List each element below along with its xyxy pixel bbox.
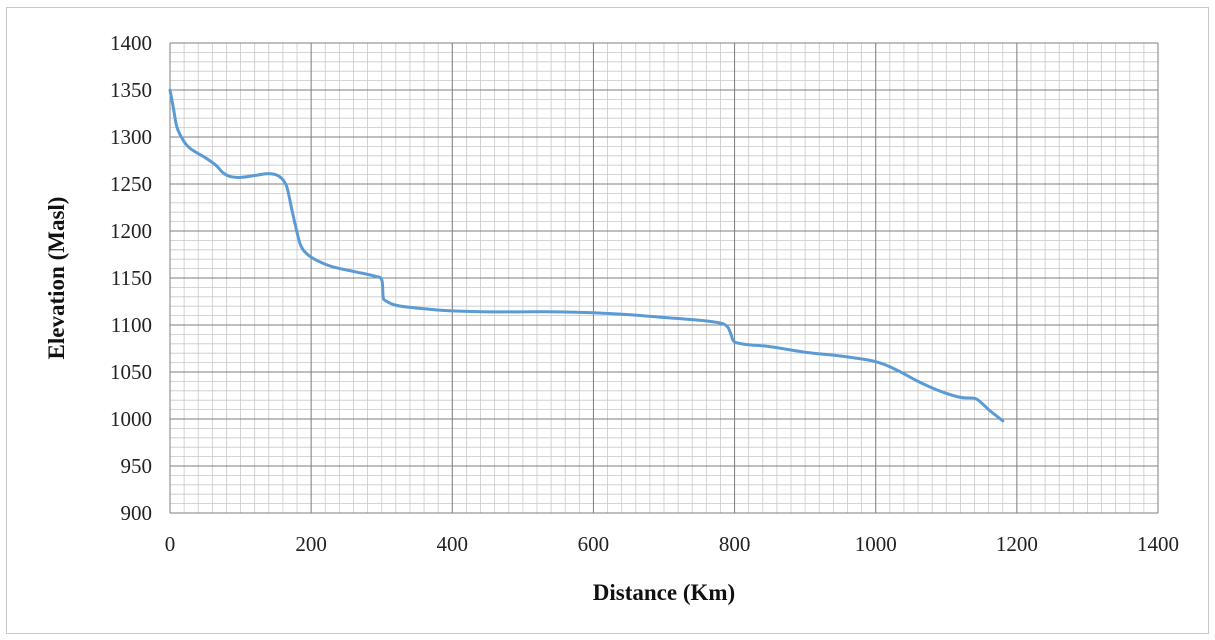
y-tick-label: 1350 xyxy=(110,78,152,102)
y-tick-label: 1300 xyxy=(110,125,152,149)
x-tick-label: 1200 xyxy=(996,532,1038,556)
y-tick-label: 1050 xyxy=(110,360,152,384)
x-tick-label: 1400 xyxy=(1137,532,1179,556)
x-tick-label: 600 xyxy=(578,532,610,556)
y-axis-title: Elevation (Masl) xyxy=(44,197,69,360)
x-tick-label: 800 xyxy=(719,532,751,556)
y-tick-label: 1400 xyxy=(110,31,152,55)
y-tick-label: 1150 xyxy=(111,266,152,290)
y-tick-label: 900 xyxy=(121,501,153,525)
y-tick-label: 1250 xyxy=(110,172,152,196)
y-tick-label: 950 xyxy=(121,454,153,478)
y-tick-label: 1000 xyxy=(110,407,152,431)
elevation-series-line xyxy=(168,88,1005,423)
y-axis-tick-labels: 900 950 1000 1050 1100 1150 1200 1250 1300 1350 14… xyxy=(110,31,152,525)
y-tick-label: 1100 xyxy=(111,313,152,337)
x-tick-label: 1000 xyxy=(855,532,897,556)
x-axis-tick-labels: 0 200 400 600 800 1000 1200 1400 xyxy=(165,532,1179,556)
major-gridlines xyxy=(169,42,1159,514)
x-tick-label: 200 xyxy=(295,532,327,556)
series-layer xyxy=(168,88,1005,423)
x-axis-title: Distance (Km) xyxy=(593,580,735,605)
x-tick-label: 0 xyxy=(165,532,176,556)
x-tick-label: 400 xyxy=(437,532,469,556)
y-tick-label: 1200 xyxy=(110,219,152,243)
